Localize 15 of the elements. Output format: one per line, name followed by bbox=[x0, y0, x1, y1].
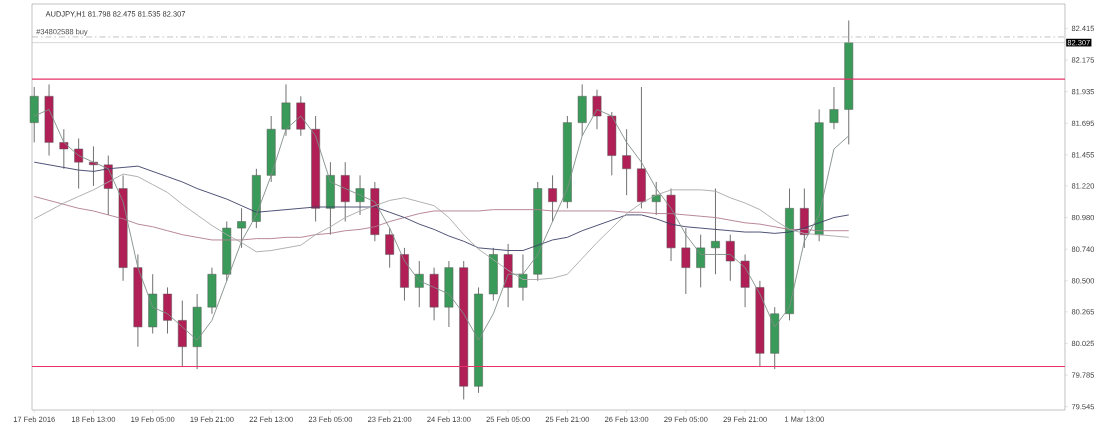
candlestick bbox=[681, 227, 691, 295]
candlestick bbox=[74, 138, 84, 189]
candlestick bbox=[237, 207, 246, 249]
candlestick bbox=[59, 128, 69, 170]
candlestick bbox=[622, 128, 632, 196]
candlestick bbox=[725, 234, 735, 282]
candlestick bbox=[651, 181, 661, 216]
candlestick bbox=[592, 89, 602, 130]
candlestick bbox=[385, 227, 395, 269]
candlestick bbox=[696, 234, 706, 288]
candlestick bbox=[829, 86, 839, 130]
candlestick bbox=[414, 260, 424, 308]
candlestick bbox=[548, 174, 557, 222]
candlestick bbox=[711, 188, 720, 275]
candlestick bbox=[355, 174, 365, 216]
